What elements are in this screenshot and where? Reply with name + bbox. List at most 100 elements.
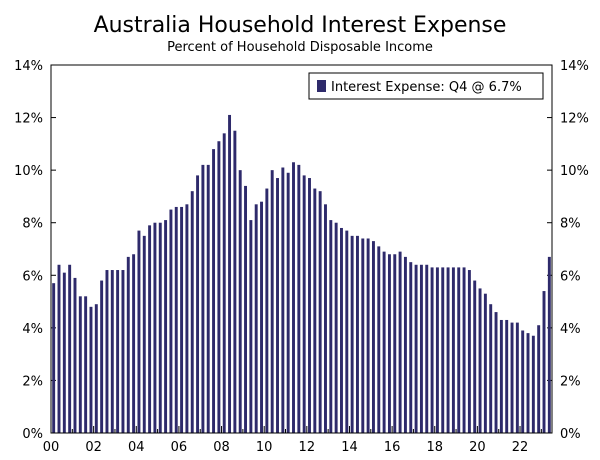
- bar: [419, 264, 423, 433]
- bar: [164, 220, 168, 433]
- bar: [494, 312, 498, 433]
- x-tick-label: 22: [512, 440, 529, 455]
- bar: [180, 206, 184, 433]
- bar: [169, 209, 173, 433]
- bar: [398, 251, 402, 433]
- x-tick-label: 16: [384, 440, 401, 455]
- bar: [435, 267, 439, 433]
- bar: [174, 206, 178, 433]
- bar: [377, 246, 381, 433]
- y-axis-right: 0% 2% 4% 6% 8% 10% 12% 14%: [547, 59, 589, 442]
- bar: [73, 277, 77, 433]
- bar: [537, 325, 541, 433]
- bar: [521, 330, 525, 433]
- bar: [531, 335, 535, 433]
- bar: [105, 270, 109, 433]
- bar: [414, 264, 418, 433]
- bar: [318, 191, 322, 433]
- y-tick-label-left: 12%: [14, 112, 43, 127]
- x-tick-label: 02: [85, 440, 102, 455]
- bar: [158, 222, 162, 433]
- bar: [515, 322, 519, 433]
- bar: [334, 222, 338, 433]
- bar: [89, 306, 93, 433]
- bar: [126, 256, 130, 433]
- bar: [244, 185, 248, 433]
- y-tick-label-right: 14%: [560, 59, 589, 74]
- bar: [499, 319, 503, 433]
- bar: [366, 238, 370, 433]
- bar: [547, 256, 551, 433]
- bar: [260, 201, 263, 433]
- bar: [153, 222, 157, 433]
- y-tick-label-left: 10%: [14, 164, 43, 179]
- bar: [228, 114, 232, 433]
- chart-title: Australia Household Interest Expense: [94, 13, 507, 38]
- bar: [68, 264, 72, 433]
- bar: [84, 296, 88, 433]
- bar: [110, 270, 114, 433]
- x-axis: 00 02 04 06 08 10 12 14 16 18 20 22: [43, 426, 542, 455]
- bar: [526, 333, 530, 433]
- bar: [233, 130, 237, 433]
- bar: [132, 254, 136, 433]
- bar: [361, 238, 365, 433]
- bar-series: [52, 114, 551, 434]
- y-tick-label-right: 0%: [560, 427, 581, 442]
- bar: [462, 267, 466, 433]
- bar: [430, 267, 434, 433]
- bar: [94, 304, 98, 433]
- bar: [52, 283, 56, 433]
- y-tick-label-right: 8%: [560, 217, 581, 232]
- bar: [478, 288, 482, 433]
- bar: [148, 225, 152, 433]
- bar: [542, 291, 546, 433]
- legend: Interest Expense: Q4 @ 6.7%: [308, 72, 544, 100]
- bar: [297, 164, 301, 433]
- bar: [190, 191, 194, 433]
- y-tick-label-right: 10%: [560, 164, 589, 179]
- bar: [222, 133, 226, 434]
- bar: [212, 149, 216, 433]
- bar: [340, 227, 343, 433]
- y-tick-label-left: 8%: [22, 217, 43, 232]
- bar: [324, 204, 327, 433]
- bar: [473, 280, 477, 433]
- bar: [403, 256, 407, 433]
- bar: [185, 204, 189, 433]
- x-tick-label: 20: [469, 440, 486, 455]
- chart-subtitle: Percent of Household Disposable Income: [167, 40, 433, 55]
- bar: [505, 319, 509, 433]
- bar: [265, 188, 269, 433]
- bar: [382, 251, 386, 433]
- bar: [425, 264, 429, 433]
- bar: [196, 175, 200, 433]
- bar: [78, 296, 82, 433]
- bar: [276, 178, 279, 433]
- y-tick-label-left: 2%: [22, 374, 43, 389]
- bar: [387, 254, 391, 433]
- bar: [489, 304, 493, 433]
- x-tick-label: 04: [128, 440, 145, 455]
- bar: [57, 264, 61, 433]
- bar: [441, 267, 445, 433]
- bar: [206, 164, 210, 433]
- bar: [217, 141, 221, 433]
- x-tick-label: 10: [256, 440, 273, 455]
- y-tick-label-left: 0%: [22, 427, 43, 442]
- bar: [286, 172, 290, 433]
- x-tick-label: 06: [171, 440, 188, 455]
- bar: [329, 220, 333, 433]
- x-tick-label: 14: [341, 440, 358, 455]
- bar: [308, 178, 311, 433]
- y-tick-label-right: 2%: [560, 374, 581, 389]
- bar: [121, 270, 125, 433]
- bar: [313, 188, 317, 433]
- bar: [116, 270, 120, 433]
- bar: [270, 170, 274, 433]
- bar: [409, 262, 413, 433]
- y-axis-left: 0% 2% 4% 6% 8% 10% 12% 14%: [14, 59, 56, 442]
- x-tick-label: 18: [426, 440, 443, 455]
- bar: [483, 293, 487, 433]
